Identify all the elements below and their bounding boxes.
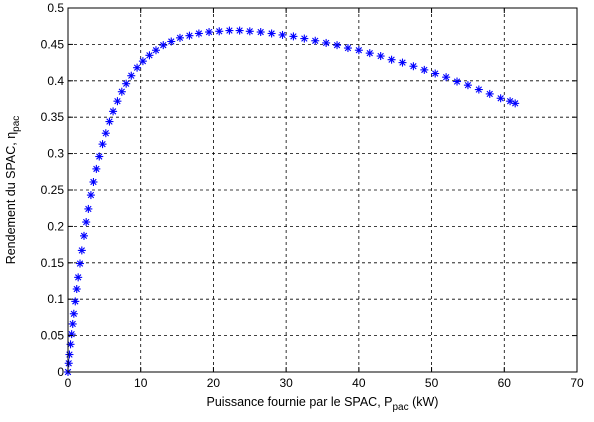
- x-tick-label: 0: [65, 376, 72, 390]
- data-point: [133, 63, 142, 72]
- data-point: [145, 51, 154, 60]
- data-point: [431, 69, 440, 78]
- grid-lines: [68, 8, 577, 372]
- data-point: [86, 191, 95, 200]
- data-point: [71, 297, 80, 306]
- x-axis-label-subscript: pac: [393, 402, 409, 413]
- x-axis-label: Puissance fournie par le SPAC, Ppac (kW): [207, 395, 439, 413]
- data-point: [409, 62, 418, 71]
- x-tick-label: 40: [352, 376, 366, 390]
- data-point: [101, 129, 110, 138]
- data-point: [511, 99, 520, 108]
- y-tick-label: 0.2: [47, 219, 64, 233]
- data-point: [474, 85, 483, 94]
- y-tick-label: 0.45: [41, 37, 65, 51]
- data-point: [205, 28, 214, 37]
- data-point: [105, 117, 114, 126]
- data-point: [365, 49, 374, 58]
- data-point: [159, 41, 168, 50]
- data-point: [74, 273, 83, 282]
- data-point: [289, 32, 298, 41]
- data-point: [77, 246, 86, 255]
- data-point: [138, 57, 147, 66]
- data-point: [387, 55, 396, 64]
- y-axis-label: Rendement du SPAC, ηpac: [4, 116, 22, 265]
- y-tick-label: 0.05: [41, 329, 65, 343]
- data-point: [67, 330, 76, 339]
- data-point: [122, 79, 131, 88]
- data-point: [256, 28, 265, 37]
- x-tick-label: 50: [425, 376, 439, 390]
- y-tick-label: 0.3: [47, 147, 64, 161]
- data-point: [376, 52, 385, 61]
- data-point: [278, 30, 287, 39]
- data-point: [215, 27, 224, 36]
- data-point: [311, 36, 320, 45]
- data-point: [72, 285, 81, 294]
- data-point: [420, 65, 429, 74]
- data-point: [89, 177, 98, 186]
- data-point: [98, 140, 107, 149]
- x-tick-label: 20: [207, 376, 221, 390]
- x-axis-label-suffix: (kW): [409, 395, 439, 409]
- data-point: [82, 218, 91, 227]
- data-point: [69, 309, 78, 318]
- data-point: [84, 204, 93, 213]
- data-point: [267, 29, 276, 38]
- data-point: [175, 33, 184, 42]
- data-point: [322, 38, 331, 47]
- data-point: [354, 46, 363, 55]
- y-tick-label: 0.5: [47, 1, 64, 15]
- y-tick-label: 0.1: [47, 292, 64, 306]
- y-tick-label: 0.35: [41, 110, 65, 124]
- x-tick-label: 70: [570, 376, 584, 390]
- y-tick-label: 0.25: [41, 183, 65, 197]
- data-point: [75, 259, 84, 268]
- data-point: [68, 319, 77, 328]
- data-point: [151, 46, 160, 55]
- data-point: [113, 97, 122, 106]
- data-point: [333, 41, 342, 50]
- data-point: [245, 27, 254, 36]
- data-point: [185, 31, 194, 40]
- data-point: [194, 29, 203, 38]
- data-point: [92, 164, 101, 173]
- y-axis-label-main: Rendement du SPAC, η: [4, 132, 18, 265]
- data-point: [127, 71, 136, 80]
- data-point: [442, 73, 451, 82]
- data-point: [398, 58, 407, 67]
- x-axis-label-main: Puissance fournie par le SPAC, P: [207, 395, 393, 409]
- data-point: [496, 94, 505, 103]
- data-point: [343, 44, 352, 53]
- data-point: [117, 87, 126, 96]
- y-axis-label-subscript: pac: [11, 116, 22, 132]
- x-axis-tick-labels: 0 10 20 30 40 50 60 70: [65, 376, 584, 390]
- data-point: [463, 81, 472, 90]
- data-series: [64, 26, 520, 376]
- y-axis-tick-labels: 0 0.05 0.1 0.15 0.2 0.25 0.3 0.35 0.4 0.45 0.5: [41, 1, 65, 379]
- data-point: [79, 231, 88, 240]
- y-tick-label: 0.15: [41, 256, 65, 270]
- data-point: [235, 26, 244, 35]
- plot-area: [64, 7, 578, 376]
- data-point: [300, 34, 309, 43]
- x-tick-label: 60: [498, 376, 512, 390]
- x-tick-label: 10: [134, 376, 148, 390]
- data-point: [453, 77, 462, 86]
- data-point: [95, 152, 104, 161]
- y-tick-label: 0: [57, 365, 64, 379]
- data-point: [485, 89, 494, 98]
- x-tick-label: 30: [279, 376, 293, 390]
- data-point: [225, 26, 234, 35]
- y-tick-label: 0.4: [47, 74, 64, 88]
- data-point: [64, 359, 73, 368]
- tick-marks: [67, 7, 578, 373]
- data-point: [109, 107, 118, 116]
- data-point: [167, 37, 176, 46]
